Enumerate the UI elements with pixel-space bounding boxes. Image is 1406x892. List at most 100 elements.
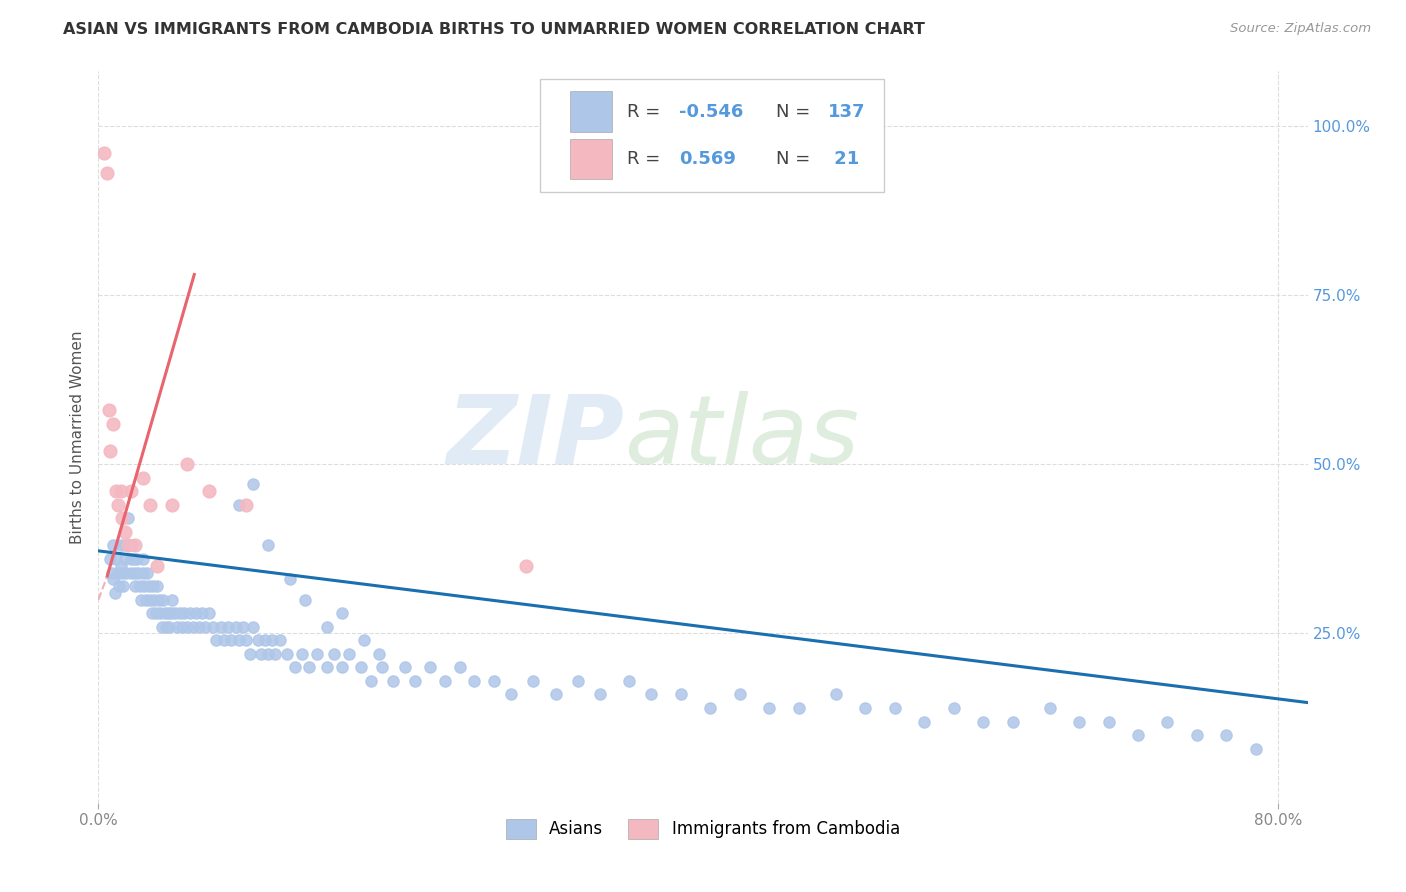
- Point: [463, 673, 485, 688]
- Point: [148, 592, 170, 607]
- Point: [239, 647, 262, 661]
- Point: [316, 660, 339, 674]
- Point: [104, 586, 127, 600]
- Point: [111, 511, 134, 525]
- Point: [242, 477, 264, 491]
- Point: [1156, 714, 1178, 729]
- Point: [107, 498, 129, 512]
- Point: [152, 592, 174, 607]
- Point: [120, 552, 142, 566]
- Point: [155, 620, 177, 634]
- Point: [110, 484, 132, 499]
- Text: ZIP: ZIP: [447, 391, 624, 483]
- Point: [269, 633, 291, 648]
- Text: R =: R =: [627, 150, 672, 168]
- Point: [117, 511, 139, 525]
- Point: [153, 606, 176, 620]
- Point: [198, 606, 221, 620]
- Point: [883, 701, 905, 715]
- Point: [589, 688, 612, 702]
- Point: [110, 538, 132, 552]
- Point: [98, 443, 121, 458]
- Point: [330, 606, 353, 620]
- Point: [249, 647, 271, 661]
- FancyBboxPatch shape: [569, 92, 613, 132]
- Point: [217, 620, 239, 634]
- Point: [257, 538, 280, 552]
- Point: [482, 673, 505, 688]
- Point: [125, 552, 148, 566]
- Point: [294, 592, 316, 607]
- Point: [449, 660, 471, 674]
- Point: [330, 660, 353, 674]
- Point: [728, 688, 751, 702]
- Point: [134, 579, 156, 593]
- Point: [246, 633, 269, 648]
- Point: [209, 620, 232, 634]
- Text: N =: N =: [776, 103, 815, 120]
- Point: [198, 484, 221, 499]
- Point: [98, 552, 121, 566]
- Point: [121, 538, 143, 552]
- Point: [1067, 714, 1090, 729]
- Point: [305, 647, 328, 661]
- Point: [382, 673, 405, 688]
- Point: [360, 673, 382, 688]
- Point: [120, 484, 142, 499]
- Point: [136, 566, 159, 580]
- Point: [181, 620, 204, 634]
- Point: [567, 673, 589, 688]
- Point: [942, 701, 965, 715]
- Point: [219, 633, 242, 648]
- Point: [264, 647, 287, 661]
- Legend: Asians, Immigrants from Cambodia: Asians, Immigrants from Cambodia: [499, 812, 907, 846]
- Point: [105, 484, 128, 499]
- Point: [501, 688, 523, 702]
- Point: [1244, 741, 1267, 756]
- Point: [853, 701, 876, 715]
- Point: [124, 566, 146, 580]
- Point: [138, 579, 160, 593]
- Point: [394, 660, 416, 674]
- Point: [115, 566, 138, 580]
- Point: [669, 688, 692, 702]
- Point: [100, 566, 122, 580]
- Point: [108, 579, 131, 593]
- Point: [212, 633, 235, 648]
- Point: [291, 647, 314, 661]
- Point: [118, 538, 141, 552]
- Text: ASIAN VS IMMIGRANTS FROM CAMBODIA BIRTHS TO UNMARRIED WOMEN CORRELATION CHART: ASIAN VS IMMIGRANTS FROM CAMBODIA BIRTHS…: [63, 22, 925, 37]
- Point: [135, 592, 157, 607]
- Point: [122, 552, 145, 566]
- Point: [142, 579, 165, 593]
- Point: [433, 673, 456, 688]
- Point: [228, 498, 250, 512]
- Point: [972, 714, 994, 729]
- Point: [515, 558, 537, 573]
- Point: [124, 579, 146, 593]
- Point: [323, 647, 346, 661]
- Point: [127, 566, 149, 580]
- Point: [1185, 728, 1208, 742]
- Point: [544, 688, 567, 702]
- Point: [131, 566, 153, 580]
- Point: [97, 403, 120, 417]
- Point: [179, 606, 201, 620]
- Point: [232, 620, 254, 634]
- Point: [128, 579, 150, 593]
- Point: [184, 606, 207, 620]
- Point: [145, 606, 167, 620]
- Point: [787, 701, 810, 715]
- Text: 0.569: 0.569: [679, 150, 735, 168]
- FancyBboxPatch shape: [569, 139, 613, 179]
- Text: -0.546: -0.546: [679, 103, 744, 120]
- Point: [1215, 728, 1237, 742]
- Point: [172, 620, 194, 634]
- Text: atlas: atlas: [624, 391, 859, 483]
- Point: [1001, 714, 1024, 729]
- Point: [146, 579, 169, 593]
- Point: [131, 471, 153, 485]
- Point: [169, 606, 191, 620]
- Point: [176, 620, 198, 634]
- Point: [350, 660, 373, 674]
